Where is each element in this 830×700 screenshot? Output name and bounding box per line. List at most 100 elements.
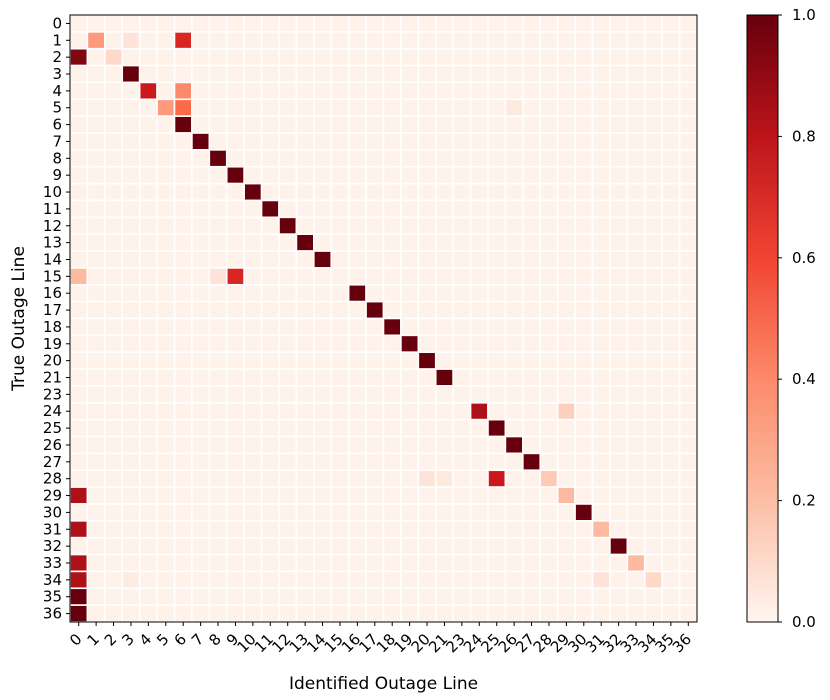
heatmap-cell [347, 47, 367, 67]
heatmap-cell [574, 250, 594, 269]
heatmap-cell [156, 452, 176, 472]
heatmap-cell [434, 402, 454, 421]
heatmap-cell [278, 317, 298, 337]
heatmap-cell [574, 351, 594, 370]
heatmap-cell [347, 267, 367, 286]
heatmap-cell [295, 64, 315, 84]
heatmap-cell [243, 334, 263, 354]
heatmap-cell [417, 587, 437, 606]
heatmap-cell [104, 317, 124, 337]
heatmap-cell [400, 182, 420, 202]
y-tick-label: 28 [43, 470, 62, 488]
heatmap-cell [121, 132, 141, 151]
heatmap-cell [121, 317, 141, 337]
heatmap-cell [365, 233, 385, 252]
heatmap-cell [643, 520, 663, 539]
heatmap-cell [69, 283, 89, 303]
heatmap-cell [539, 165, 559, 185]
heatmap-cell [347, 520, 367, 539]
heatmap-cell [626, 503, 646, 522]
heatmap-cell [191, 216, 211, 235]
heatmap-cell [69, 267, 89, 286]
heatmap-cell [504, 317, 524, 337]
heatmap-cell [556, 233, 576, 252]
heatmap-cell [469, 283, 489, 303]
heatmap-cell [609, 233, 629, 252]
heatmap-cell [434, 149, 454, 168]
heatmap-cell [225, 199, 245, 219]
heatmap-cell [469, 233, 489, 252]
heatmap-cell [487, 351, 507, 370]
heatmap-cell [626, 570, 646, 590]
heatmap-cell [469, 435, 489, 455]
y-tick-label: 3 [52, 65, 62, 83]
heatmap-cell [330, 283, 350, 303]
heatmap-cell [504, 182, 524, 202]
heatmap-cell [591, 604, 611, 623]
heatmap-cell [452, 132, 472, 151]
heatmap-cell [138, 14, 158, 33]
heatmap-cell [417, 250, 437, 269]
heatmap-cell [678, 452, 698, 472]
heatmap-cell [278, 351, 298, 370]
heatmap-cell [661, 233, 681, 252]
heatmap-cell [208, 503, 228, 522]
heatmap-cell [556, 14, 576, 33]
heatmap-cell [278, 283, 298, 303]
heatmap-cell [626, 149, 646, 168]
heatmap-cell [452, 334, 472, 354]
heatmap-cell [104, 418, 124, 438]
heatmap-cell [539, 182, 559, 202]
heatmap-cell [260, 385, 280, 404]
heatmap-cell [121, 47, 141, 67]
heatmap-cell [556, 351, 576, 370]
heatmap-cell [539, 149, 559, 168]
heatmap-cell [347, 182, 367, 202]
heatmap-cell [661, 351, 681, 370]
heatmap-cell [365, 351, 385, 370]
heatmap-cell [504, 14, 524, 33]
heatmap-cell [452, 81, 472, 101]
heatmap-cell [609, 317, 629, 337]
heatmap-cell [591, 233, 611, 252]
heatmap-cell [330, 351, 350, 370]
heatmap-cell [260, 317, 280, 337]
heatmap-cell [208, 283, 228, 303]
heatmap-cell [208, 553, 228, 573]
heatmap-cell [156, 149, 176, 168]
heatmap-cell [295, 115, 315, 134]
heatmap-cell [69, 334, 89, 354]
heatmap-cell [609, 132, 629, 151]
heatmap-cell [417, 402, 437, 421]
heatmap-cell [156, 165, 176, 185]
heatmap-cell [208, 351, 228, 370]
heatmap-cell [643, 115, 663, 134]
heatmap-cell [347, 31, 367, 50]
y-tick-label: 34 [43, 571, 62, 589]
heatmap-cell [243, 368, 263, 387]
heatmap-cell [295, 553, 315, 573]
heatmap-cell [330, 587, 350, 606]
heatmap-cell [400, 14, 420, 33]
heatmap-cell [434, 418, 454, 438]
heatmap-cell [434, 520, 454, 539]
heatmap-cell [121, 553, 141, 573]
heatmap-cell [86, 570, 106, 590]
heatmap-cell [539, 536, 559, 556]
heatmap-cell [643, 14, 663, 33]
y-tick-label: 5 [52, 99, 62, 117]
heatmap-cell [69, 385, 89, 404]
heatmap-cell [347, 587, 367, 606]
heatmap-cell [69, 536, 89, 556]
heatmap-cell [138, 300, 158, 320]
heatmap-cell [487, 216, 507, 235]
heatmap-cell [191, 233, 211, 252]
heatmap-cell [434, 435, 454, 455]
heatmap-cell [138, 402, 158, 421]
heatmap-cell [278, 98, 298, 117]
heatmap-cell [556, 81, 576, 101]
heatmap-cell [278, 14, 298, 33]
heatmap-cell [173, 570, 193, 590]
heatmap-cell [208, 587, 228, 606]
heatmap-cell [452, 587, 472, 606]
